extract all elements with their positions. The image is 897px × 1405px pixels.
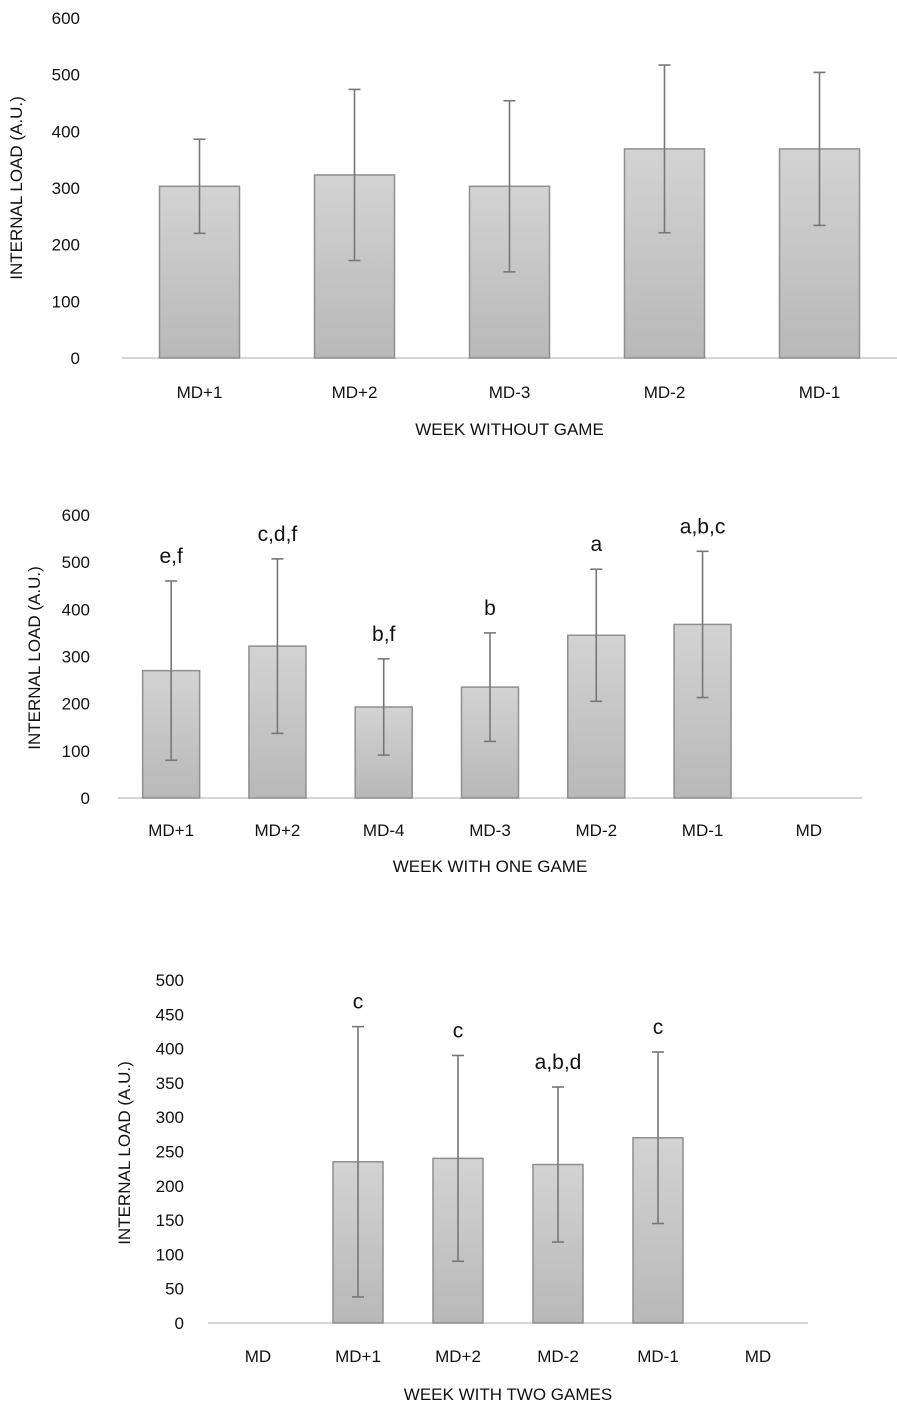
chart-week-with-one-game: 0 100 200 300 400 500 600 e,f MD+1 c,d,f MD+2 b,f MD…	[0, 480, 897, 890]
y-tick-label: 300	[156, 1108, 184, 1127]
x-tick-label: MD+2	[255, 821, 301, 840]
significance-label: c	[353, 991, 364, 1014]
significance-label: c	[653, 1016, 664, 1039]
x-tick-label: MD+2	[435, 1347, 481, 1366]
y-tick-label: 500	[156, 971, 184, 990]
y-tick-label: 50	[165, 1280, 184, 1299]
x-tick-label: MD+1	[335, 1347, 381, 1366]
x-axis-title: WEEK WITH ONE GAME	[393, 857, 588, 876]
chart-svg: 0 100 200 300 400 500 600 MD+1 MD+2 MD-3 MD-2 MD-1 I…	[7, 9, 897, 439]
x-tick-label: MD-1	[682, 821, 724, 840]
x-tick-label: MD-1	[799, 383, 841, 402]
significance-label: c,d,f	[258, 523, 298, 546]
significance-label: a,b,d	[535, 1051, 582, 1074]
y-tick-label: 300	[62, 648, 90, 667]
x-axis-title: WEEK WITH TWO GAMES	[404, 1385, 612, 1404]
significance-label: a,b,c	[680, 515, 726, 538]
x-axis-title: WEEK WITHOUT GAME	[415, 420, 604, 439]
y-tick-label: 400	[62, 600, 90, 619]
y-tick-label: 600	[62, 506, 90, 525]
chart-svg: 0 50 100 150 200 250 300 350 400 450 500 MD c MD+1 c MD…	[115, 971, 808, 1404]
x-tick-label: MD	[245, 1347, 271, 1366]
y-tick-label: 0	[175, 1314, 184, 1333]
x-tick-label: MD-2	[576, 821, 618, 840]
x-tick-label: MD-4	[363, 821, 405, 840]
significance-label: e,f	[159, 545, 183, 568]
y-axis-title: INTERNAL LOAD (A.U.)	[7, 96, 26, 280]
y-tick-label: 500	[62, 553, 90, 572]
y-tick-label: 0	[71, 349, 80, 368]
significance-label: a	[590, 533, 602, 556]
significance-label: c	[453, 1019, 464, 1042]
y-tick-label: 100	[156, 1245, 184, 1264]
x-tick-label: MD	[745, 1347, 771, 1366]
chart-svg: 0 100 200 300 400 500 600 e,f MD+1 c,d,f MD+2 b,f MD…	[25, 506, 862, 876]
y-tick-label: 350	[156, 1074, 184, 1093]
y-tick-label: 100	[52, 292, 80, 311]
y-tick-label: 0	[81, 789, 90, 808]
y-tick-label: 200	[62, 695, 90, 714]
y-tick-label: 500	[52, 66, 80, 85]
x-tick-label: MD-3	[489, 383, 531, 402]
x-tick-label: MD+2	[332, 383, 378, 402]
y-tick-label: 200	[156, 1177, 184, 1196]
significance-label: b,f	[372, 623, 396, 646]
y-tick-label: 150	[156, 1211, 184, 1230]
significance-label: b	[484, 597, 496, 620]
x-tick-label: MD-2	[644, 383, 686, 402]
y-tick-label: 200	[52, 236, 80, 255]
x-tick-label: MD-1	[637, 1347, 679, 1366]
chart-week-with-two-games: 0 50 100 150 200 250 300 350 400 450 500 MD c MD+1 c MD…	[0, 955, 897, 1405]
x-tick-label: MD-3	[469, 821, 511, 840]
y-tick-label: 600	[52, 9, 80, 28]
x-tick-label: MD+1	[177, 383, 223, 402]
x-tick-label: MD-2	[537, 1347, 579, 1366]
y-tick-label: 250	[156, 1143, 184, 1162]
y-tick-label: 400	[52, 122, 80, 141]
y-axis-title: INTERNAL LOAD (A.U.)	[25, 566, 44, 750]
y-tick-label: 300	[52, 179, 80, 198]
y-axis-title: INTERNAL LOAD (A.U.)	[115, 1061, 134, 1245]
y-tick-label: 400	[156, 1040, 184, 1059]
y-tick-label: 100	[62, 742, 90, 761]
chart-week-without-game: 0 100 200 300 400 500 600 MD+1 MD+2 MD-3 MD-2 MD-1 I…	[0, 0, 897, 450]
x-tick-label: MD	[796, 821, 822, 840]
x-tick-label: MD+1	[148, 821, 194, 840]
y-tick-label: 450	[156, 1005, 184, 1024]
